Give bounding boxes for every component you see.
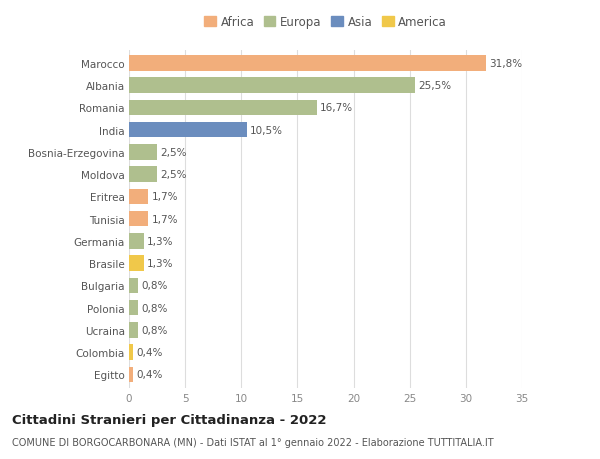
- Text: 31,8%: 31,8%: [490, 59, 523, 69]
- Legend: Africa, Europa, Asia, America: Africa, Europa, Asia, America: [200, 12, 451, 33]
- Bar: [129, 101, 317, 116]
- Bar: [129, 322, 138, 338]
- Bar: [129, 278, 138, 293]
- Text: 0,8%: 0,8%: [142, 281, 168, 291]
- Text: 10,5%: 10,5%: [250, 125, 283, 135]
- Text: 1,7%: 1,7%: [151, 214, 178, 224]
- Text: 0,4%: 0,4%: [137, 347, 163, 358]
- Text: 1,3%: 1,3%: [147, 236, 173, 246]
- Bar: [129, 167, 157, 183]
- Bar: [129, 56, 486, 72]
- Bar: [129, 300, 138, 316]
- Bar: [129, 367, 133, 382]
- Bar: [129, 345, 133, 360]
- Text: 1,7%: 1,7%: [151, 192, 178, 202]
- Bar: [129, 145, 157, 160]
- Bar: [129, 123, 247, 138]
- Bar: [129, 234, 143, 249]
- Bar: [129, 189, 148, 205]
- Bar: [129, 212, 148, 227]
- Bar: [129, 78, 415, 94]
- Text: 16,7%: 16,7%: [320, 103, 353, 113]
- Text: 25,5%: 25,5%: [419, 81, 452, 91]
- Text: 2,5%: 2,5%: [160, 170, 187, 180]
- Text: 1,3%: 1,3%: [147, 258, 173, 269]
- Text: 0,8%: 0,8%: [142, 325, 168, 335]
- Text: COMUNE DI BORGOCARBONARA (MN) - Dati ISTAT al 1° gennaio 2022 - Elaborazione TUT: COMUNE DI BORGOCARBONARA (MN) - Dati IST…: [12, 437, 494, 447]
- Text: 0,8%: 0,8%: [142, 303, 168, 313]
- Bar: [129, 256, 143, 271]
- Text: Cittadini Stranieri per Cittadinanza - 2022: Cittadini Stranieri per Cittadinanza - 2…: [12, 413, 326, 426]
- Text: 0,4%: 0,4%: [137, 369, 163, 380]
- Text: 2,5%: 2,5%: [160, 148, 187, 157]
